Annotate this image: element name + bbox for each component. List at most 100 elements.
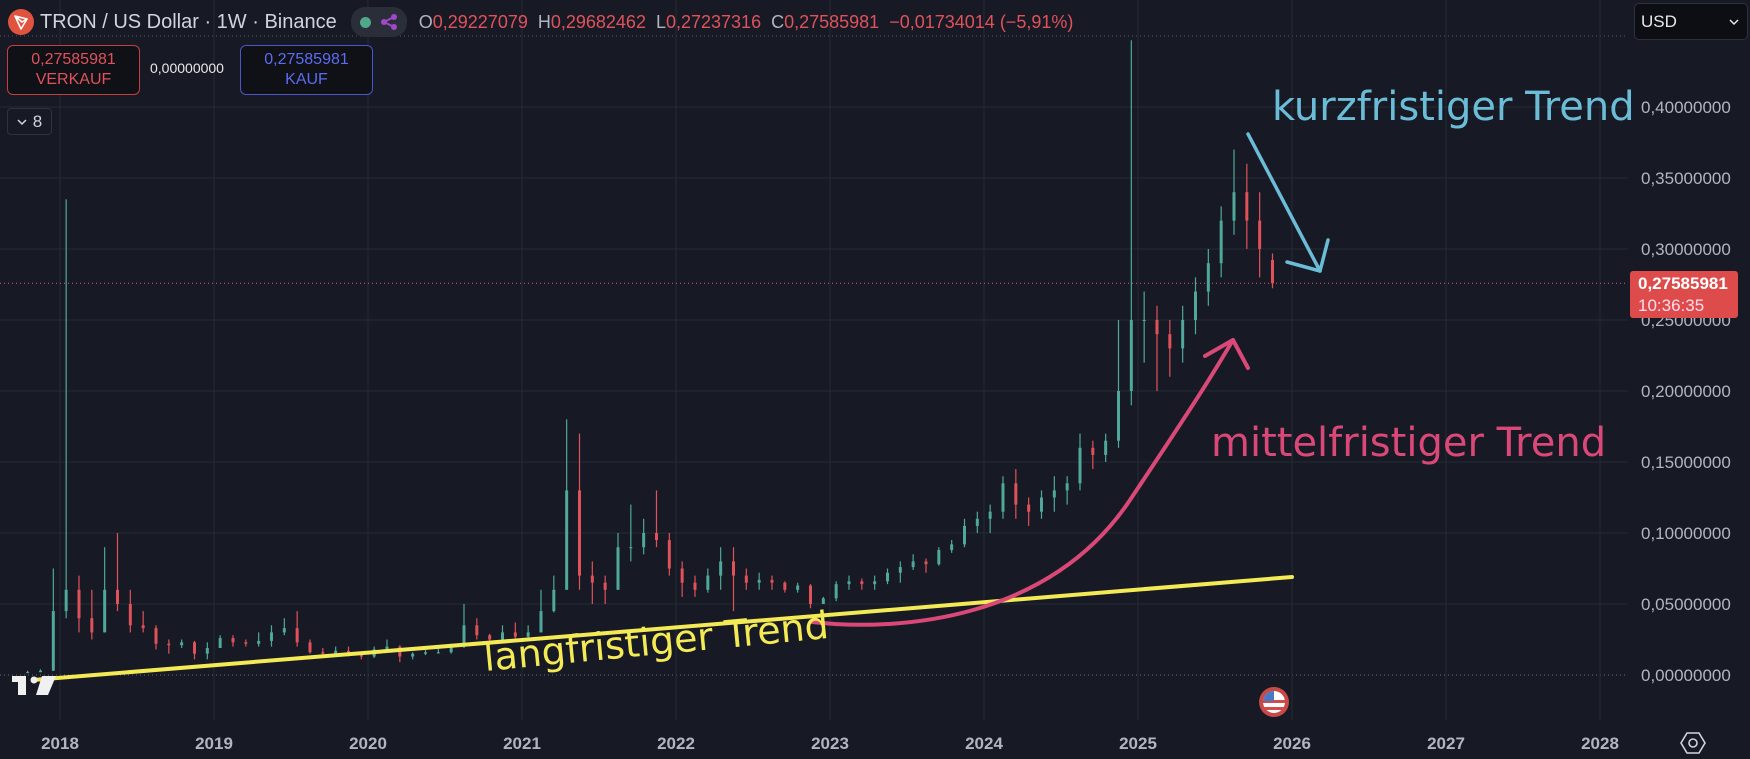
mid-term-arrowhead — [1203, 338, 1250, 370]
time-tick-label: 2027 — [1427, 734, 1465, 753]
close-label: C — [771, 11, 785, 32]
candle-body — [436, 652, 440, 654]
candle-body — [898, 567, 902, 573]
candle — [436, 648, 440, 654]
candle-body — [796, 585, 800, 590]
time-axis[interactable]: 2018 2019 2020 2021 2022 2023 2024 2025 2026 2027… — [41, 734, 1619, 753]
candle-body — [411, 653, 415, 657]
candle — [244, 639, 248, 647]
candle-body — [26, 672, 30, 674]
candle-body — [603, 582, 607, 590]
candle-body — [731, 561, 735, 576]
candle — [693, 575, 697, 597]
candle-body — [192, 642, 196, 654]
candle-body — [282, 628, 286, 633]
long-term-trendline[interactable] — [31, 575, 1294, 682]
candle — [642, 518, 646, 555]
candle-body — [873, 581, 877, 585]
candles — [26, 40, 1274, 674]
candle-body — [1078, 447, 1082, 484]
candle — [603, 575, 607, 604]
chart-settings-icon[interactable] — [1680, 732, 1706, 754]
candle-body — [719, 561, 723, 576]
candle — [103, 547, 107, 633]
candle-body — [975, 518, 979, 526]
candle-body — [680, 568, 684, 583]
candle — [885, 568, 889, 585]
candle — [1104, 433, 1108, 462]
buy-button[interactable]: 0,27585981 KAUF — [240, 45, 373, 95]
candle — [1078, 433, 1082, 491]
candle — [975, 511, 979, 533]
candle — [770, 575, 774, 590]
candle-body — [1245, 192, 1249, 221]
symbol-header: TRON / US Dollar · 1W · Binance O0,29227… — [8, 6, 1073, 38]
candle-body — [950, 544, 954, 551]
candle-body — [1129, 320, 1133, 391]
ohlc-legend: O0,29227079 H0,29682462 L0,27237316 C0,2… — [419, 12, 1074, 33]
price-tick-label: 0,05000000 — [1641, 595, 1731, 614]
candle — [398, 645, 402, 663]
candle — [423, 649, 427, 656]
symbol-title[interactable]: TRON / US Dollar · 1W · Binance — [40, 10, 337, 33]
candle-body — [1116, 391, 1120, 441]
candle-body — [180, 642, 184, 646]
candle — [629, 504, 633, 562]
chevron-down-icon — [1729, 18, 1739, 25]
candle — [90, 589, 94, 640]
indicator-count: 8 — [32, 111, 43, 131]
time-tick-label: 2024 — [965, 734, 1003, 753]
annotation-mid-term-trend[interactable]: mittelfristiger Trend — [1211, 420, 1607, 466]
candle — [180, 639, 184, 649]
price-tick-label: 0,20000000 — [1641, 382, 1731, 401]
candle-body — [1258, 220, 1262, 249]
candle — [937, 547, 941, 566]
price-axis[interactable]: 0,400000000,350000000,300000000,25000000… — [1641, 98, 1731, 685]
candle — [1270, 253, 1274, 289]
sell-button[interactable]: 0,27585981 VERKAUF — [7, 45, 140, 95]
annotation-short-term-trend[interactable]: kurzfristiger Trend — [1272, 84, 1635, 130]
price-tick-label: 0,00000000 — [1641, 666, 1731, 685]
candle-body — [51, 611, 55, 671]
candle-body — [834, 584, 838, 599]
candle — [1052, 476, 1056, 512]
candle-body — [744, 575, 748, 583]
candle-body — [565, 490, 569, 590]
candle — [962, 518, 966, 548]
price-tick-label: 0,30000000 — [1641, 240, 1731, 259]
open-value: 0,29227079 — [432, 11, 528, 32]
indicators-collapse-button[interactable]: 8 — [7, 108, 52, 135]
market-status-pill[interactable] — [350, 7, 407, 37]
candle-body — [1104, 440, 1108, 455]
candle-body — [1193, 291, 1197, 320]
sell-price: 0,27585981 — [31, 51, 116, 68]
candle-body — [770, 579, 774, 583]
candle — [1039, 490, 1043, 519]
currency-select[interactable]: USD — [1634, 3, 1748, 40]
candle-body — [1219, 220, 1223, 264]
mid-term-trend-arrow[interactable] — [810, 338, 1235, 627]
candle-body — [552, 589, 556, 612]
short-term-trend-arrow[interactable] — [1246, 132, 1322, 273]
candle — [1091, 440, 1095, 470]
candle — [680, 561, 684, 597]
candle-body — [526, 632, 530, 637]
candle — [488, 633, 492, 641]
tron-logo-icon — [8, 9, 34, 35]
candle-body — [1014, 483, 1018, 505]
candle-body — [167, 643, 171, 646]
candle — [64, 199, 68, 619]
us-flag-event-icon[interactable] — [1259, 687, 1289, 717]
candle — [1245, 163, 1249, 249]
candle — [526, 625, 530, 639]
candle — [898, 561, 902, 583]
candle-body — [590, 575, 594, 583]
candle — [731, 547, 735, 612]
market-open-dot-icon — [359, 16, 371, 28]
candle-body — [462, 625, 466, 647]
candle — [205, 642, 209, 660]
candle-body — [321, 652, 325, 654]
candle — [1232, 149, 1236, 235]
candle — [269, 625, 273, 647]
